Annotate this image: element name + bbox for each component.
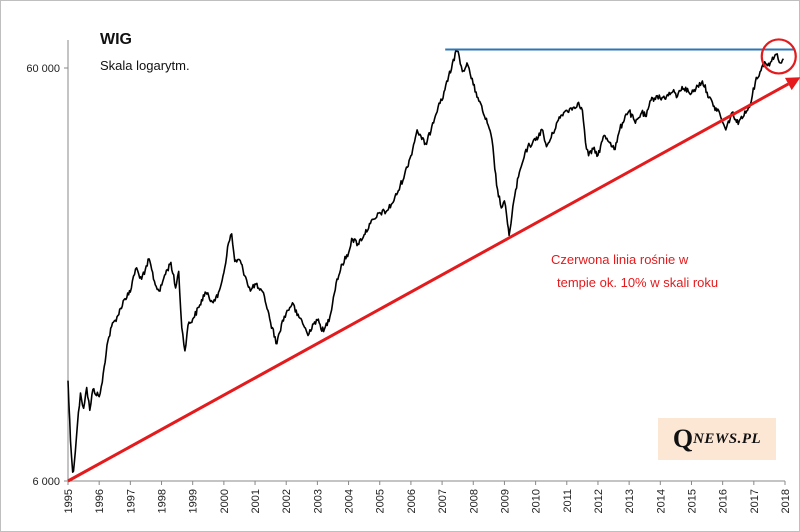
x-tick-label: 2000 — [219, 489, 231, 513]
x-tick-label: 2001 — [250, 489, 262, 513]
x-tick-label: 1995 — [63, 489, 75, 513]
x-tick-label: 2006 — [406, 489, 418, 513]
x-tick-label: 2010 — [531, 489, 543, 513]
x-tick-label: 1996 — [94, 489, 106, 513]
x-tick-label: 2011 — [562, 489, 574, 513]
y-axis: 6 000 60 000 — [26, 40, 69, 488]
x-tick-label: 2018 — [780, 489, 792, 513]
x-tick-label: 2007 — [437, 489, 449, 513]
x-tick-label: 2002 — [281, 489, 293, 513]
y-tick-label: 60 000 — [26, 63, 60, 75]
logo-rest: NEWS.PL — [693, 430, 762, 447]
x-tick-label: 1999 — [188, 489, 200, 513]
y-tick-label: 6 000 — [32, 476, 60, 488]
qnews-logo: Q NEWS.PL — [658, 418, 776, 460]
x-tick-label: 2012 — [593, 489, 605, 513]
x-axis: 1995 1996 1997 1998 1999 2000 2001 2002 2003 2004… — [63, 480, 792, 513]
x-tick-label: 2014 — [655, 489, 667, 513]
x-tick-label: 2017 — [749, 489, 761, 513]
x-tick-label: 2005 — [375, 489, 387, 513]
chart-subtitle: Skala logarytm. — [100, 58, 190, 73]
red-trend-line — [67, 82, 790, 483]
x-tick-label: 1997 — [125, 489, 137, 513]
x-tick-label: 2016 — [718, 489, 730, 513]
x-tick-label: 2015 — [686, 489, 698, 513]
annotation-line-2: tempie ok. 10% w skali roku — [557, 275, 718, 290]
x-tick-label: 1998 — [157, 489, 169, 513]
x-tick-label: 2004 — [344, 489, 356, 513]
red-highlight-circle — [760, 38, 797, 75]
x-tick-label: 2013 — [624, 489, 636, 513]
chart-title: WIG — [100, 31, 132, 48]
series-line-wig — [67, 48, 785, 473]
x-tick-label: 2003 — [312, 489, 324, 513]
x-tick-label: 2009 — [499, 489, 511, 513]
x-tick-label: 2008 — [468, 489, 480, 513]
red-trend-arrowhead — [784, 77, 800, 91]
logo-q: Q — [672, 424, 694, 453]
annotation-line-1: Czerwona linia rośnie w — [551, 252, 689, 267]
